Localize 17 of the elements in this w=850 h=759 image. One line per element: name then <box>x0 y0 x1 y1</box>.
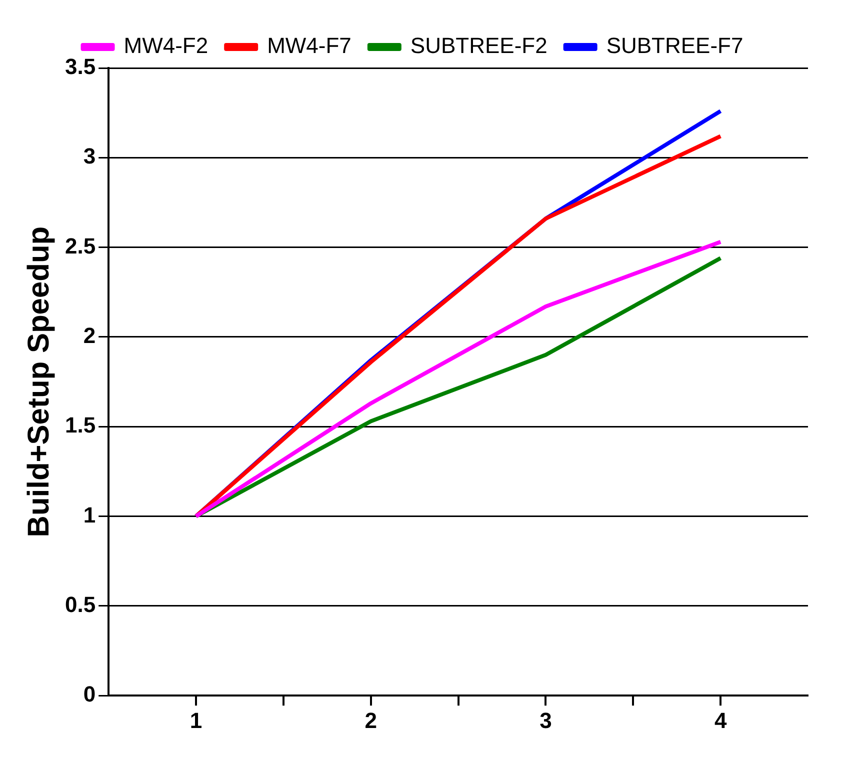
y-tick-label: 0 <box>83 682 96 707</box>
x-tick-label: 3 <box>540 708 552 733</box>
y-tick-label: 2.5 <box>64 233 96 258</box>
legend-label: SUBTREE-F2 <box>410 33 548 58</box>
y-tick-label: 1 <box>83 502 96 528</box>
legend-label: MW4-F2 <box>124 33 208 58</box>
x-tick-label: 1 <box>190 708 202 733</box>
x-tick-label: 2 <box>364 708 377 733</box>
y-axis-title: Build+Setup Speedup <box>22 226 56 538</box>
legend-label: SUBTREE-F7 <box>606 33 744 58</box>
y-tick-label: 1.5 <box>64 412 96 438</box>
x-tick-label: 4 <box>714 708 728 733</box>
y-tick-label: 2 <box>83 323 96 348</box>
y-tick-label: 3.5 <box>64 54 96 80</box>
y-tick-label: 0.5 <box>64 592 96 618</box>
y-tick-label: 3 <box>83 144 96 169</box>
legend-label: MW4-F7 <box>267 33 352 58</box>
